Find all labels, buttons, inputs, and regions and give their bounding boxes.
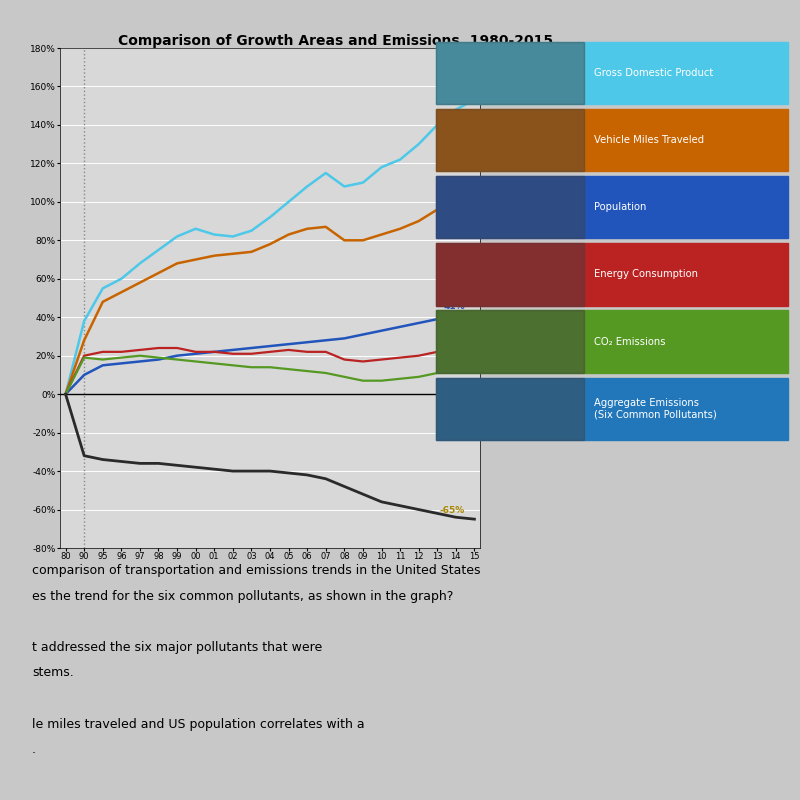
Text: Gross Domestic Product: Gross Domestic Product — [594, 68, 714, 78]
Text: Comparison of Growth Areas and Emissions, 1980-2015: Comparison of Growth Areas and Emissions… — [118, 34, 554, 48]
Text: 153%: 153% — [438, 87, 465, 96]
Text: Energy Consumption: Energy Consumption — [594, 270, 698, 279]
Text: 25%: 25% — [444, 334, 465, 342]
Text: -65%: -65% — [440, 506, 465, 515]
Text: Population: Population — [594, 202, 646, 212]
Text: Aggregate Emissions
(Six Common Pollutants): Aggregate Emissions (Six Common Pollutan… — [594, 398, 717, 420]
Text: 106%: 106% — [438, 178, 465, 186]
Text: Vehicle Miles Traveled: Vehicle Miles Traveled — [594, 135, 705, 145]
Text: es the trend for the six common pollutants, as shown in the graph?: es the trend for the six common pollutan… — [32, 590, 454, 602]
Text: .: . — [32, 743, 36, 756]
Text: 41%: 41% — [443, 302, 465, 311]
Text: CO₂ Emissions: CO₂ Emissions — [594, 337, 666, 346]
Text: comparison of transportation and emissions trends in the United States: comparison of transportation and emissio… — [32, 564, 481, 577]
Text: 18%: 18% — [444, 360, 465, 369]
Text: stems.: stems. — [32, 666, 74, 679]
Text: le miles traveled and US population correlates with a: le miles traveled and US population corr… — [32, 718, 365, 730]
Text: t addressed the six major pollutants that were: t addressed the six major pollutants tha… — [32, 641, 322, 654]
